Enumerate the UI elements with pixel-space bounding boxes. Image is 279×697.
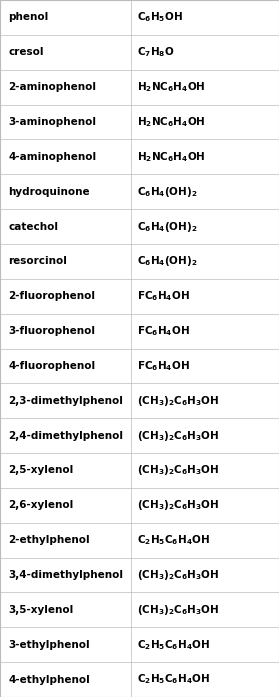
Text: $\mathregular{C_{2}H_{5}C_{6}H_{4}OH}$: $\mathregular{C_{2}H_{5}C_{6}H_{4}OH}$ (137, 533, 210, 547)
Text: hydroquinone: hydroquinone (8, 187, 90, 197)
Text: 4-fluorophenol: 4-fluorophenol (8, 361, 95, 371)
Text: $\mathregular{C_{6}H_{4}(OH)_{2}}$: $\mathregular{C_{6}H_{4}(OH)_{2}}$ (137, 254, 197, 268)
Text: 3,4-dimethylphenol: 3,4-dimethylphenol (8, 570, 123, 580)
Text: $\mathregular{H_{2}NC_{6}H_{4}OH}$: $\mathregular{H_{2}NC_{6}H_{4}OH}$ (137, 80, 205, 94)
Text: $\mathregular{C_{6}H_{4}(OH)_{2}}$: $\mathregular{C_{6}H_{4}(OH)_{2}}$ (137, 220, 197, 233)
Text: phenol: phenol (8, 13, 49, 22)
Text: 3,5-xylenol: 3,5-xylenol (8, 605, 74, 615)
Text: $\mathregular{FC_{6}H_{4}OH}$: $\mathregular{FC_{6}H_{4}OH}$ (137, 289, 190, 303)
Text: 2-aminophenol: 2-aminophenol (8, 82, 96, 92)
Text: $\mathregular{(CH_{3})_{2}C_{6}H_{3}OH}$: $\mathregular{(CH_{3})_{2}C_{6}H_{3}OH}$ (137, 464, 219, 477)
Text: 3-ethylphenol: 3-ethylphenol (8, 640, 90, 650)
Text: $\mathregular{(CH_{3})_{2}C_{6}H_{3}OH}$: $\mathregular{(CH_{3})_{2}C_{6}H_{3}OH}$ (137, 498, 219, 512)
Text: 2,5-xylenol: 2,5-xylenol (8, 466, 74, 475)
Text: $\mathregular{C_{2}H_{5}C_{6}H_{4}OH}$: $\mathregular{C_{2}H_{5}C_{6}H_{4}OH}$ (137, 638, 210, 652)
Text: catechol: catechol (8, 222, 58, 231)
Text: $\mathregular{H_{2}NC_{6}H_{4}OH}$: $\mathregular{H_{2}NC_{6}H_{4}OH}$ (137, 115, 205, 129)
Text: $\mathregular{FC_{6}H_{4}OH}$: $\mathregular{FC_{6}H_{4}OH}$ (137, 324, 190, 338)
Text: $\mathregular{C_{7}H_{8}O}$: $\mathregular{C_{7}H_{8}O}$ (137, 45, 174, 59)
Text: 2-fluorophenol: 2-fluorophenol (8, 291, 95, 301)
Text: $\mathregular{FC_{6}H_{4}OH}$: $\mathregular{FC_{6}H_{4}OH}$ (137, 359, 190, 373)
Text: 4-ethylphenol: 4-ethylphenol (8, 675, 90, 684)
Text: 3-aminophenol: 3-aminophenol (8, 117, 96, 127)
Text: $\mathregular{C_{6}H_{5}OH}$: $\mathregular{C_{6}H_{5}OH}$ (137, 10, 182, 24)
Text: 2,3-dimethylphenol: 2,3-dimethylphenol (8, 396, 123, 406)
Text: cresol: cresol (8, 47, 44, 57)
Text: 4-aminophenol: 4-aminophenol (8, 152, 97, 162)
Text: $\mathregular{(CH_{3})_{2}C_{6}H_{3}OH}$: $\mathregular{(CH_{3})_{2}C_{6}H_{3}OH}$ (137, 429, 219, 443)
Text: $\mathregular{(CH_{3})_{2}C_{6}H_{3}OH}$: $\mathregular{(CH_{3})_{2}C_{6}H_{3}OH}$ (137, 568, 219, 582)
Text: 2,6-xylenol: 2,6-xylenol (8, 500, 74, 510)
Text: resorcinol: resorcinol (8, 256, 67, 266)
Text: $\mathregular{H_{2}NC_{6}H_{4}OH}$: $\mathregular{H_{2}NC_{6}H_{4}OH}$ (137, 150, 205, 164)
Text: 2,4-dimethylphenol: 2,4-dimethylphenol (8, 431, 123, 441)
Text: 3-fluorophenol: 3-fluorophenol (8, 326, 95, 336)
Text: $\mathregular{C_{6}H_{4}(OH)_{2}}$: $\mathregular{C_{6}H_{4}(OH)_{2}}$ (137, 185, 197, 199)
Text: $\mathregular{(CH_{3})_{2}C_{6}H_{3}OH}$: $\mathregular{(CH_{3})_{2}C_{6}H_{3}OH}$ (137, 603, 219, 617)
Text: 2-ethylphenol: 2-ethylphenol (8, 535, 90, 545)
Text: $\mathregular{C_{2}H_{5}C_{6}H_{4}OH}$: $\mathregular{C_{2}H_{5}C_{6}H_{4}OH}$ (137, 673, 210, 687)
Text: $\mathregular{(CH_{3})_{2}C_{6}H_{3}OH}$: $\mathregular{(CH_{3})_{2}C_{6}H_{3}OH}$ (137, 394, 219, 408)
